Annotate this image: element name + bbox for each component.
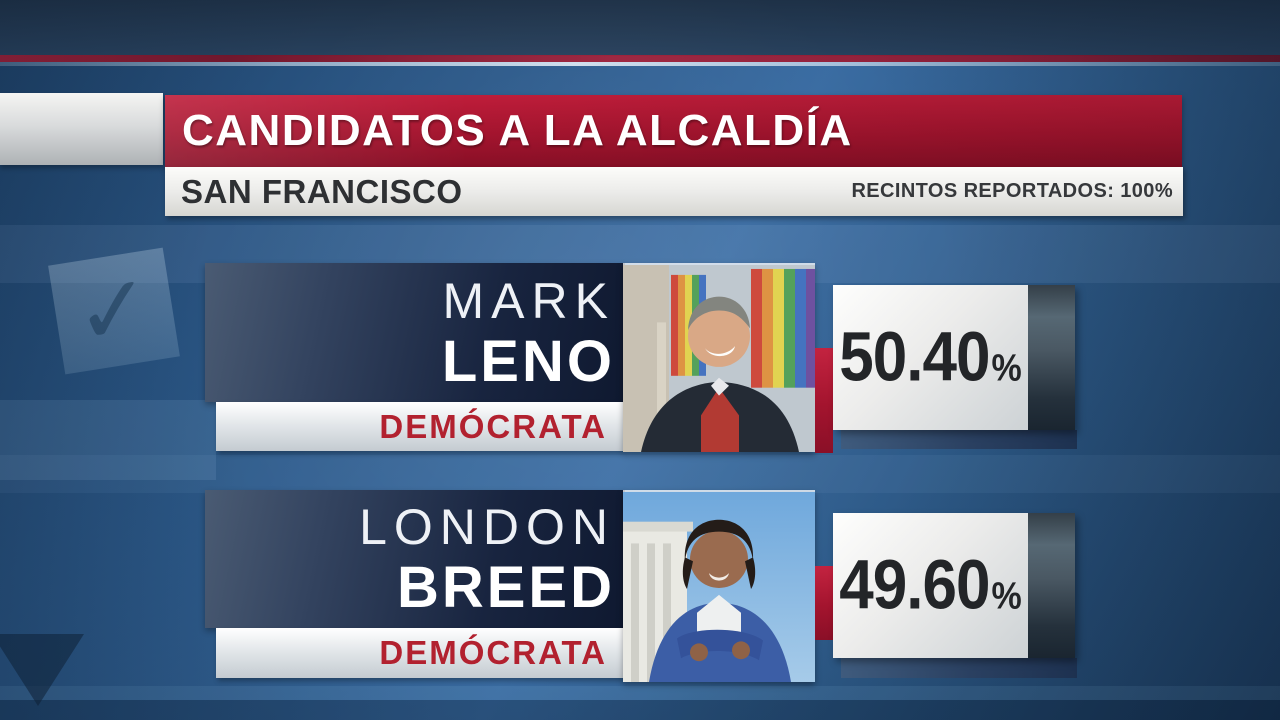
percent-text: 50.40 %: [839, 318, 1021, 398]
top-light-stripe: [0, 62, 1280, 66]
percent-box-shadow: [841, 430, 1077, 449]
header-subtitle-bar: SAN FRANCISCO RECINTOS REPORTADOS: 100%: [165, 167, 1183, 216]
red-accent-strip: [815, 348, 833, 453]
percent-text: 49.60 %: [839, 546, 1021, 626]
ballot-box-decor: [0, 400, 216, 480]
candidate-name-panel: LONDON BREED: [205, 490, 625, 628]
candidate-first-name: LONDON: [359, 499, 615, 555]
percent-box: 49.60 %: [833, 513, 1075, 658]
party-bar: DEMÓCRATA: [216, 628, 623, 678]
page-title: CANDIDATOS A LA ALCALDÍA: [182, 106, 853, 155]
party-label: DEMÓCRATA: [379, 407, 607, 445]
candidate-photo-mark-leno: [623, 263, 815, 452]
party-bar: DEMÓCRATA: [216, 402, 623, 451]
location-label: SAN FRANCISCO: [181, 172, 463, 210]
percent-face: 49.60 %: [833, 513, 1028, 658]
red-accent-strip: [815, 566, 833, 640]
percent-value: 50.40: [839, 318, 990, 397]
candidate-name-panel: MARK LENO: [205, 263, 625, 402]
percent-sign: %: [991, 346, 1022, 390]
percent-box-side: [1028, 513, 1075, 658]
percent-box: 50.40 %: [833, 285, 1075, 430]
top-red-stripe: [0, 55, 1280, 62]
header-left-gray-block: [0, 93, 163, 165]
candidate-last-name: BREED: [396, 555, 615, 620]
precincts-reported-label: RECINTOS REPORTADOS: 100%: [851, 180, 1173, 202]
mark-leno-portrait-graphic: [623, 265, 815, 452]
percent-box-side: [1028, 285, 1075, 430]
chevron-decor: [0, 634, 84, 706]
percent-value: 49.60: [839, 546, 990, 625]
party-label: DEMÓCRATA: [379, 634, 607, 671]
percent-sign: %: [991, 574, 1022, 618]
candidate-photo-london-breed: [623, 490, 815, 682]
top-navy-band: [0, 0, 1280, 56]
percent-box-shadow: [841, 658, 1077, 678]
header-title-bar: CANDIDATOS A LA ALCALDÍA: [165, 95, 1182, 167]
london-breed-portrait-graphic: [623, 492, 815, 682]
candidate-first-name: MARK: [442, 272, 615, 329]
candidate-last-name: LENO: [441, 328, 615, 394]
percent-face: 50.40 %: [833, 285, 1028, 430]
